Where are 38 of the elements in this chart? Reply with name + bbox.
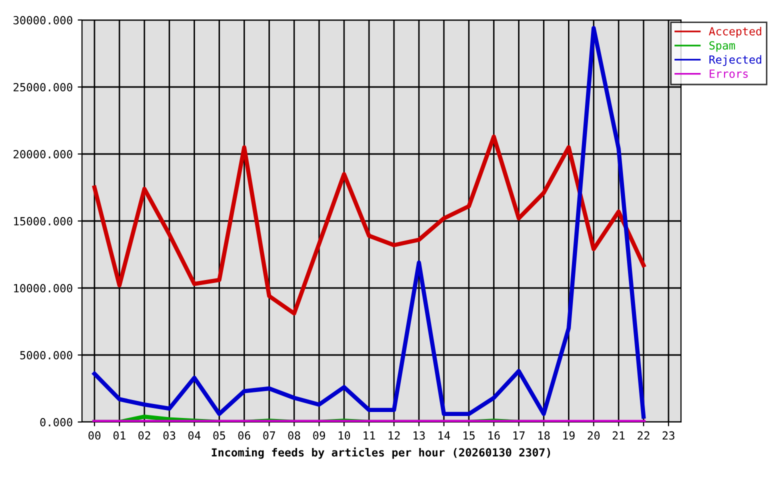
x-tick-label: 04 [188, 431, 200, 440]
x-tick-label: 10 [338, 431, 350, 440]
x-tick-label: 06 [238, 431, 250, 440]
x-tick-label: 18 [538, 431, 550, 440]
x-tick-label: 16 [488, 431, 500, 440]
x-tick-label: 22 [638, 431, 650, 440]
line-series [92, 134, 646, 316]
x-tick-label: 00 [88, 431, 100, 440]
y-tick-label: 30000.000 [14, 16, 72, 24]
x-tick-label: 20 [588, 431, 600, 440]
x-tick-label: 12 [388, 431, 400, 440]
x-tick-label: 19 [563, 431, 575, 440]
x-tick-label: 02 [138, 431, 150, 440]
legend-label: Spam [709, 41, 735, 52]
x-tick-label: 03 [163, 431, 176, 440]
x-tick-label: 14 [438, 431, 450, 440]
x-tick-label: 09 [313, 431, 326, 440]
y-tick-label: 20000.000 [14, 150, 72, 158]
x-tick-label: 17 [513, 431, 525, 440]
x-tick-label: 13 [414, 431, 425, 440]
x-tick-label: 07 [263, 431, 276, 440]
x-tick-label: 21 [612, 431, 625, 440]
line-series [92, 26, 646, 419]
y-tick-label: 25000.000 [14, 83, 72, 92]
y-tick-label: 5000.000 [20, 351, 72, 360]
x-tick-label: 05 [213, 431, 226, 440]
y-tick-label: 0.000 [40, 418, 72, 426]
legend-label: Accepted [708, 26, 762, 38]
y-tick-label: 10000.000 [14, 284, 72, 292]
x-tick-label: 15 [464, 431, 475, 440]
y-tick-label: 15000.000 [14, 217, 72, 226]
x-axis-title: Incoming feeds by articles per hour (20260130 2307) [212, 447, 550, 459]
x-tick-label: 11 [364, 431, 375, 440]
x-tick-label: 01 [113, 431, 126, 440]
legend-label: Rejected [709, 55, 762, 66]
x-tick-label: 08 [288, 431, 300, 440]
legend-label: Errors [710, 70, 748, 78]
x-tick-label: 23 [662, 431, 674, 440]
